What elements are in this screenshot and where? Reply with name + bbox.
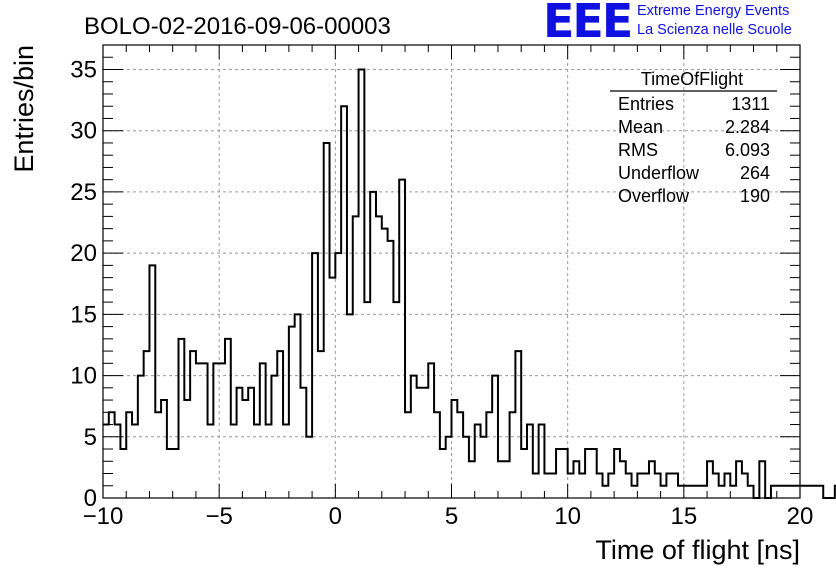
x-tick-label: −5: [205, 503, 232, 530]
histogram-series-line: [103, 68, 836, 499]
eee-logo-text: Extreme Energy Events La Scienza nelle S…: [637, 2, 792, 40]
chart-title: BOLO-02-2016-09-06-00003: [84, 13, 391, 40]
x-tick-label: 0: [329, 503, 342, 530]
x-tick-label: 20: [787, 503, 814, 530]
stats-row-label: Entries: [618, 94, 674, 114]
stats-box: TimeOfFlight Entries 1311 Mean 2.284 RMS 6.09…: [610, 69, 777, 206]
logo-line-1: Extreme Energy Events: [637, 3, 790, 19]
stats-row-label: Mean: [618, 117, 663, 137]
y-tick-label: 25: [70, 179, 97, 206]
stats-row-value: 190: [740, 186, 770, 206]
y-tick-label: 20: [70, 240, 97, 267]
stats-row-label: RMS: [618, 140, 658, 160]
y-tick-labels: 0 5 10 15 20 25 30 35: [70, 56, 97, 512]
y-tick-label: 10: [70, 363, 97, 390]
x-tick-label: −10: [83, 503, 124, 530]
stats-box-title: TimeOfFlight: [641, 69, 743, 89]
x-tick-labels: −10 −5 0 5 10 15 20: [83, 503, 814, 530]
eee-logo-mark: EEE: [543, 0, 633, 48]
stats-row-label: Underflow: [618, 163, 700, 183]
grid-lines: [103, 45, 800, 498]
y-tick-label: 35: [70, 56, 97, 83]
y-axis-label: Entries/bin: [9, 45, 39, 173]
x-axis-label: Time of flight [ns]: [595, 535, 800, 565]
y-tick-label: 30: [70, 118, 97, 145]
stats-row-value: 2.284: [725, 117, 770, 137]
y-tick-label: 5: [84, 424, 97, 451]
y-tick-label: 0: [84, 485, 97, 512]
axis-ticks: [102, 45, 801, 499]
stats-row-label: Overflow: [618, 186, 690, 206]
stats-row-value: 264: [740, 163, 770, 183]
x-tick-label: 15: [670, 503, 697, 530]
x-tick-label: 5: [445, 503, 458, 530]
logo-line-2: La Scienza nelle Scuole: [637, 22, 792, 38]
y-tick-label: 15: [70, 301, 97, 328]
stats-row-value: 1311: [731, 94, 770, 114]
stats-row-value: 6.093: [725, 140, 770, 160]
x-tick-label: 10: [554, 503, 581, 530]
